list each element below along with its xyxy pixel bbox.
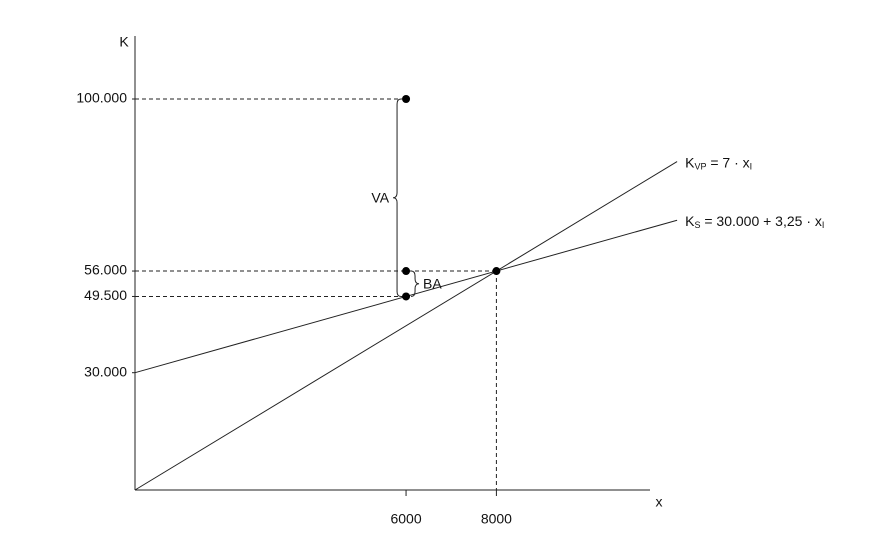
brace-label: VA: [371, 189, 389, 205]
brace: [393, 98, 402, 297]
y-tick-label: 49.500: [84, 287, 127, 303]
series-label: KVP = 7 · xI: [685, 154, 752, 172]
point: [402, 267, 411, 276]
brace-label: BA: [423, 275, 442, 291]
y-tick-label: 56.000: [84, 262, 127, 278]
series-label-part: I: [750, 162, 753, 172]
y-axis-label: K: [119, 34, 129, 50]
y-tick-label: 30.000: [84, 363, 127, 379]
y-tick-label: 100.000: [76, 90, 127, 106]
series-label-part: S: [694, 221, 700, 231]
point: [492, 267, 501, 276]
series-label-part: K: [685, 154, 695, 170]
series-label-part: VP: [694, 162, 706, 172]
point: [402, 95, 411, 103]
point: [402, 292, 411, 301]
series-line: [134, 161, 678, 491]
series-label-part: K: [685, 213, 695, 229]
series-label-part: = 7 · x: [706, 154, 749, 170]
x-tick-label: 6000: [390, 511, 421, 527]
series-label: KS = 30.000 + 3,25 · xI: [685, 213, 824, 231]
series-label-part: I: [822, 221, 825, 231]
series-label-part: = 30.000 + 3,25 · x: [700, 213, 821, 229]
x-axis-label: x: [656, 494, 663, 510]
x-tick-label: 8000: [481, 511, 512, 527]
